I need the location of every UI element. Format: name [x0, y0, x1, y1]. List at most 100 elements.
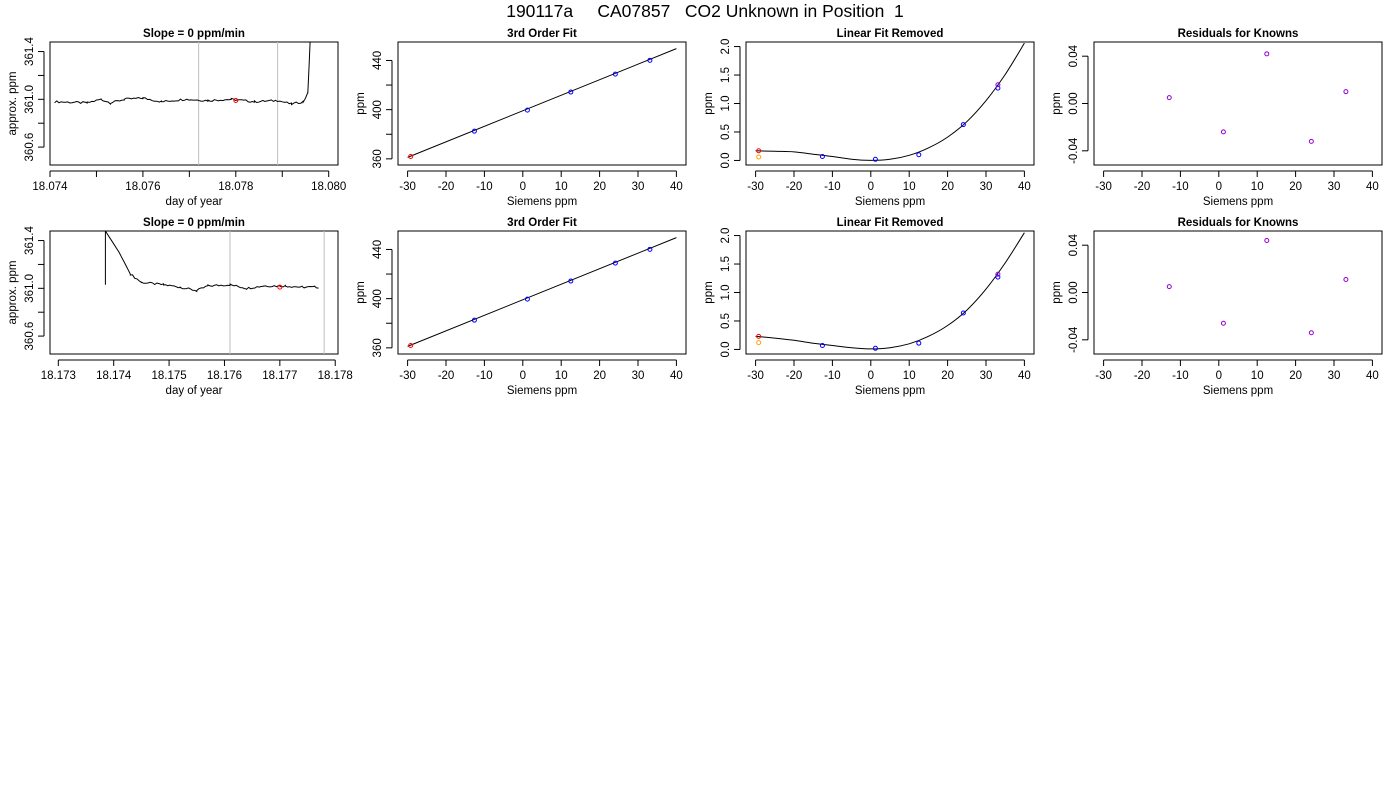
y-tick-label: 0.00 [1068, 281, 1080, 303]
y-tick-label: 360.6 [24, 322, 36, 351]
y-tick-label: 361.4 [24, 226, 36, 255]
x-tick-label: 0 [1216, 370, 1222, 382]
y-axis-label: ppm [703, 281, 715, 303]
x-tick-label: 30 [1328, 370, 1341, 382]
data-point-standard [524, 296, 530, 302]
data-point-standard [568, 89, 574, 95]
x-tick-label: 0 [868, 181, 874, 193]
plot-frame [397, 230, 687, 355]
series-line [104, 231, 319, 293]
x-tick-label: 20 [593, 370, 606, 382]
x-tick-label: 30 [632, 370, 645, 382]
data-point-standard [612, 71, 618, 77]
x-axis-label: Siemens ppm [855, 385, 925, 397]
x-tick-label: 40 [1018, 181, 1031, 193]
data-point-standard_alt [1308, 138, 1314, 144]
y-tick-label: 361.0 [24, 274, 36, 303]
y-tick-label: 1.5 [720, 256, 732, 272]
data-point-standard [819, 342, 825, 348]
x-tick-label: 0 [520, 370, 526, 382]
y-axis-label: ppm [703, 92, 715, 114]
data-point-standard_alt [1220, 129, 1226, 135]
x-tick-label: -10 [824, 181, 841, 193]
x-tick-label: -10 [476, 370, 493, 382]
y-axis-label: approx. ppm [7, 261, 19, 325]
x-tick-label: -20 [786, 181, 803, 193]
chart-panel-r1c2: 3rd Order Fit -30 -20 -10 0 10 20 30 40 360 400 440… [355, 28, 687, 208]
data-point-standard_alt [1343, 276, 1349, 282]
y-tick-label: 0.00 [1068, 92, 1080, 114]
y-tick-label: 2.0 [720, 228, 732, 244]
plot-area [54, 42, 311, 165]
y-axis-label: ppm [355, 281, 367, 303]
data-point-standard_alt [1166, 95, 1172, 101]
unknown-marker [233, 98, 239, 104]
data-point-excluded [756, 154, 762, 160]
data-point-standard [524, 107, 530, 113]
fit-line [407, 237, 677, 347]
x-tick-label: 20 [593, 181, 606, 193]
x-tick-label: 18.176 [207, 370, 242, 382]
x-tick-label: 20 [941, 181, 954, 193]
chart-panel-r1c3: Linear Fit Removed -30 -20 -10 0 10 20 30 40 0.0 0… [703, 28, 1035, 208]
y-tick-label: 0.04 [1068, 44, 1080, 67]
x-axis-label: Siemens ppm [855, 196, 925, 208]
x-tick-label: 18.080 [311, 181, 346, 193]
data-point-standard [568, 278, 574, 284]
data-point-excluded [756, 340, 762, 346]
y-tick-label: 440 [372, 240, 384, 259]
data-point-standard [872, 345, 878, 351]
x-tick-label: 30 [980, 370, 993, 382]
y-tick-label: 0.0 [720, 341, 732, 357]
x-tick-label: 18.174 [96, 370, 132, 382]
x-tick-label: 20 [1289, 181, 1302, 193]
x-tick-label: 18.076 [125, 181, 160, 193]
panel-title: 3rd Order Fit [507, 28, 577, 40]
data-point-standard_alt [1166, 284, 1172, 290]
x-tick-label: -10 [1172, 181, 1189, 193]
plot-frame [397, 41, 687, 166]
x-tick-label: 0 [1216, 181, 1222, 193]
x-tick-label: 18.074 [32, 181, 68, 193]
chart-panel-r2c2: 3rd Order Fit -30 -20 -10 0 10 20 30 40 360 400 440… [355, 217, 687, 397]
y-tick-label: 361.0 [24, 85, 36, 114]
x-tick-label: 0 [868, 370, 874, 382]
x-tick-label: -10 [824, 370, 841, 382]
x-tick-label: 18.177 [262, 370, 297, 382]
data-point-standard [872, 156, 878, 162]
x-tick-label: -30 [747, 370, 764, 382]
fit-curve [755, 42, 1025, 161]
data-point-unknown [756, 333, 762, 339]
chart-panel-r2c1: Slope = 0 ppm/min 18.173 18.174 18.175 18.17… [7, 217, 353, 397]
data-point-standard [916, 152, 922, 158]
x-tick-label: 40 [670, 370, 683, 382]
data-point-standard_alt [1343, 89, 1349, 95]
y-tick-label: 360.6 [24, 133, 36, 162]
x-tick-label: 30 [980, 181, 993, 193]
x-tick-label: -30 [1095, 370, 1112, 382]
series-line [54, 42, 311, 106]
y-tick-label: 0.5 [720, 124, 732, 140]
plot-frame [1093, 41, 1383, 166]
plot-area [104, 231, 325, 354]
x-tick-label: 10 [1251, 370, 1264, 382]
unknown-marker [277, 284, 283, 290]
x-tick-label: 18.173 [41, 370, 76, 382]
y-tick-label: 1.0 [720, 285, 732, 301]
x-tick-label: -20 [1134, 370, 1151, 382]
y-axis-label: ppm [1051, 92, 1063, 114]
data-point-standard_alt [1308, 330, 1314, 336]
x-tick-label: 20 [941, 370, 954, 382]
plot-frame [745, 41, 1035, 166]
plot-area [755, 42, 1025, 161]
x-tick-label: 10 [555, 181, 568, 193]
data-point-standard_alt [995, 82, 1001, 88]
panel-title: Residuals for Knowns [1178, 217, 1299, 229]
data-point-standard [819, 153, 825, 159]
data-point-standard [647, 246, 653, 252]
chart-panel-r2c3: Linear Fit Removed -30 -20 -10 0 10 20 30 40 0.0 0… [703, 217, 1035, 397]
panel-title: Slope = 0 ppm/min [143, 217, 245, 229]
y-tick-label: -0.04 [1068, 137, 1080, 164]
x-tick-label: -10 [476, 181, 493, 193]
panel-title: Slope = 0 ppm/min [143, 28, 245, 40]
